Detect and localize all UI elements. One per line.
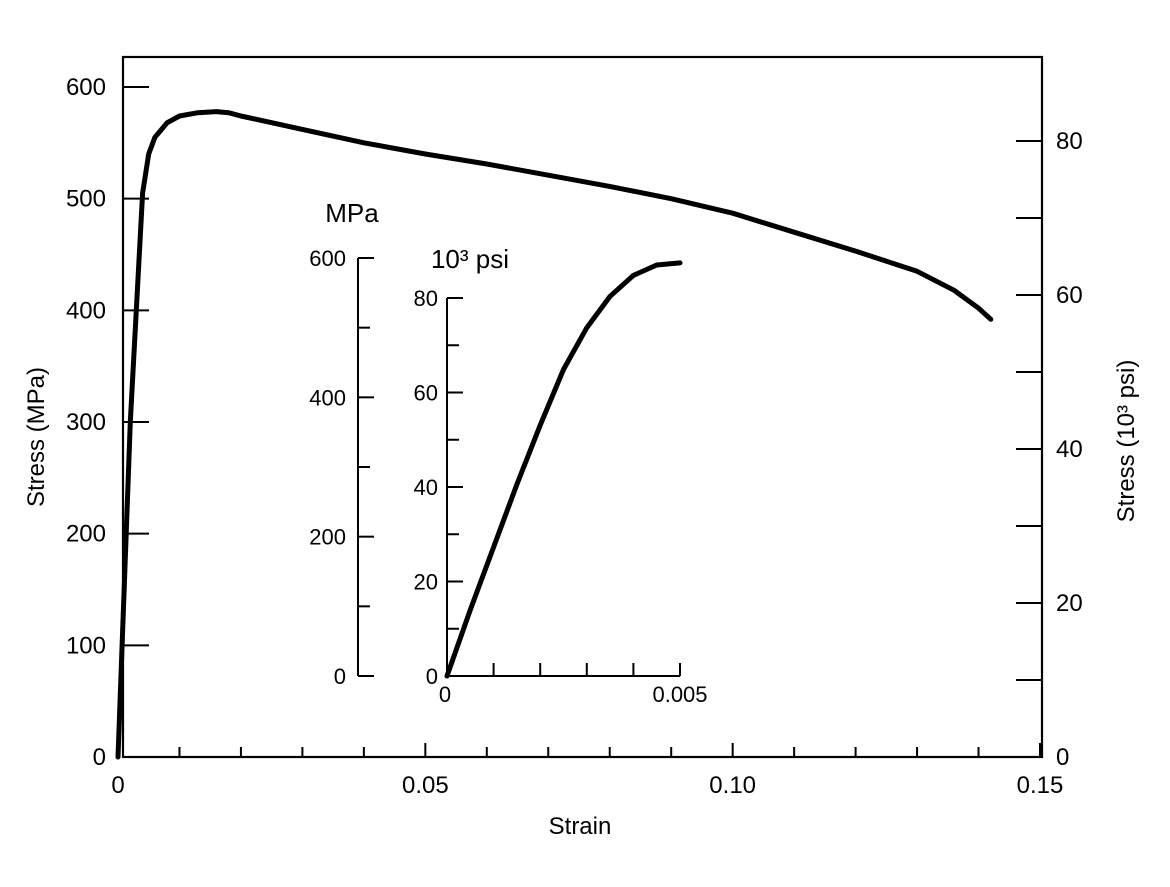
inset-mpa-tick-label: 200 <box>309 525 346 550</box>
inset-psi-tick-label: 20 <box>414 570 438 595</box>
inset-mpa-label: MPa <box>325 198 379 228</box>
main-axes: 0 0.05 0.10 0.15010020030040050060002040608… <box>66 55 1083 799</box>
inset-curve <box>444 260 683 679</box>
y-tick-label-left: 400 <box>66 297 106 324</box>
y-tick-label-left: 100 <box>66 632 106 659</box>
x-tick-label: 0.10 <box>709 772 756 799</box>
inset-psi-tick-label: 0 <box>426 664 438 689</box>
y-tick-label-left: 500 <box>66 186 106 213</box>
y-axis-label-right: Stress (10³ psi) <box>1113 360 1140 523</box>
y-tick-label-right: 0 <box>1056 744 1069 771</box>
inset-psi-label: 10³ psi <box>431 244 509 274</box>
inset-psi-tick-label: 80 <box>414 286 438 311</box>
x-axis-label: Strain <box>549 813 612 840</box>
y-tick-label-right: 60 <box>1056 282 1083 309</box>
inset-mpa-tick-label: 0 <box>334 664 346 689</box>
inset-plot <box>444 260 683 679</box>
x-tick-label: 0 <box>111 772 124 799</box>
inset-mpa-tick-label: 400 <box>309 385 346 410</box>
inset-axes: 0 200 400 600 0 20 40 60 80 0 0.005 <box>309 246 707 707</box>
y-tick-label-right: 80 <box>1056 128 1083 155</box>
x-tick-label: 0.05 <box>402 772 449 799</box>
y-tick-label-left: 300 <box>66 409 106 436</box>
plot-frame <box>121 55 1044 759</box>
inset-psi-tick-label: 60 <box>414 381 438 406</box>
x-tick-label: 0.15 <box>1017 772 1064 799</box>
y-tick-label-left: 600 <box>66 74 106 101</box>
y-tick-label-right: 40 <box>1056 436 1083 463</box>
stress-strain-curve <box>115 109 994 760</box>
inset-mpa-tick-label: 600 <box>309 246 346 271</box>
inset-psi-tick-label: 40 <box>414 475 438 500</box>
y-axis-label-left: Stress (MPa) <box>23 367 50 507</box>
inset-x-tick-label: 0 <box>439 682 451 707</box>
y-tick-label-left: 200 <box>66 521 106 548</box>
main-plot <box>115 109 994 760</box>
inset-x-tick-label: 0.005 <box>652 682 707 707</box>
y-tick-label-left: 0 <box>93 744 106 771</box>
y-tick-label-right: 20 <box>1056 590 1083 617</box>
